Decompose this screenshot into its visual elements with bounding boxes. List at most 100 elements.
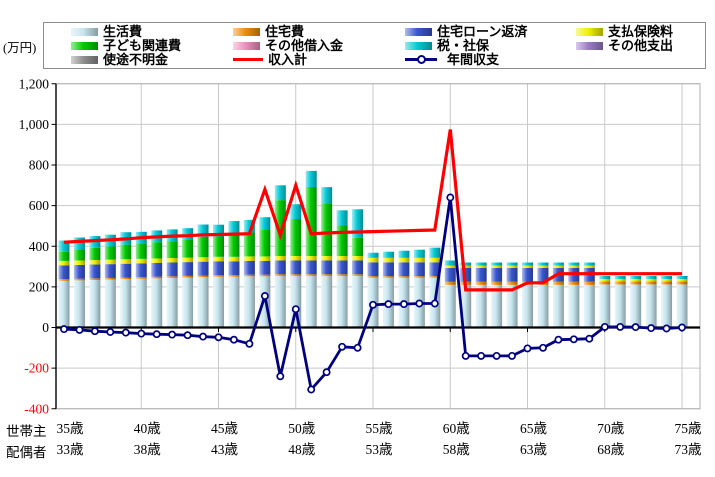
bar-segment bbox=[228, 233, 240, 257]
bar-segment bbox=[321, 256, 333, 261]
bar-segment bbox=[491, 265, 503, 268]
bar-segment bbox=[166, 277, 178, 328]
x-tick-label-spouse: 63歳 bbox=[520, 442, 548, 457]
bar-segment bbox=[336, 256, 348, 261]
balance-marker bbox=[384, 300, 393, 309]
legend-item: 税・社保 bbox=[405, 39, 489, 52]
bar-segment bbox=[599, 275, 611, 279]
bar-segment bbox=[583, 284, 595, 328]
bar-segment bbox=[367, 276, 379, 278]
bar-segment bbox=[197, 224, 209, 237]
bar-segment bbox=[568, 265, 580, 268]
bar-segment bbox=[552, 284, 564, 328]
bar-segment bbox=[305, 186, 317, 256]
x-tick-label-householder: 35歳 bbox=[57, 421, 85, 436]
bar-segment bbox=[182, 239, 194, 258]
bar-segment bbox=[274, 256, 286, 261]
x-axis-labels: 35歳 33歳 40歳 38歳 45歳 43歳 50歳 48歳 55歳 53歳 60歳 58歳 65歳 6… bbox=[57, 421, 703, 457]
bar-segment bbox=[676, 278, 688, 282]
bar-segment bbox=[259, 260, 271, 275]
bar-segment bbox=[243, 274, 255, 277]
bar-segment bbox=[506, 284, 518, 328]
legend-label: その他借入金 bbox=[265, 38, 344, 53]
bar-segment bbox=[552, 262, 564, 266]
bar-segment bbox=[243, 276, 255, 328]
legend-item: 年間収支 bbox=[405, 53, 499, 66]
bar-segment bbox=[89, 264, 101, 279]
bar-segment bbox=[73, 260, 85, 265]
bar-segment bbox=[182, 275, 194, 278]
bar-segment bbox=[552, 281, 564, 285]
legend-label: 税・社保 bbox=[437, 38, 490, 53]
x-tick-label-spouse: 53歳 bbox=[366, 442, 394, 457]
bar-segment bbox=[645, 278, 657, 282]
bar-segment bbox=[661, 284, 673, 328]
y-tick-label: -400 bbox=[24, 401, 49, 416]
bar-segment bbox=[166, 276, 178, 278]
x-tick-label-householder: 70歳 bbox=[597, 421, 625, 436]
legend-swatch bbox=[233, 27, 260, 36]
bar-segment bbox=[135, 277, 147, 279]
x-tick-label-spouse: 43歳 bbox=[211, 442, 239, 457]
x-tick-label-householder: 75歳 bbox=[675, 421, 703, 436]
balance-marker bbox=[183, 331, 192, 340]
bar-segment bbox=[213, 256, 224, 262]
bar-segment bbox=[321, 203, 333, 256]
bar-segment bbox=[661, 278, 673, 282]
bar-segment bbox=[104, 279, 116, 328]
bar-segment bbox=[135, 278, 147, 328]
bar-segment bbox=[89, 247, 101, 261]
bar-segment bbox=[135, 263, 147, 278]
bar-segment bbox=[537, 284, 549, 328]
bar-segment bbox=[475, 265, 487, 268]
y-axis-unit-label: (万円) bbox=[3, 41, 37, 55]
legend-label: 子ども関連費 bbox=[103, 38, 182, 53]
bar-segment bbox=[228, 275, 240, 277]
bar-segment bbox=[89, 279, 101, 328]
legend-label: 住宅費 bbox=[265, 24, 305, 39]
x-tick-label-spouse: 33歳 bbox=[57, 442, 85, 457]
bar-segment bbox=[274, 260, 286, 275]
bar-segment bbox=[352, 275, 364, 328]
bar-segment bbox=[352, 260, 364, 275]
bar-segment bbox=[73, 280, 85, 328]
bar-segment bbox=[274, 275, 286, 328]
balance-marker bbox=[90, 327, 99, 336]
bar-segment bbox=[213, 236, 224, 257]
bar-segment bbox=[429, 257, 441, 263]
bar-segment bbox=[120, 279, 132, 328]
bar-segment bbox=[151, 276, 163, 279]
balance-marker bbox=[353, 343, 362, 352]
legend-item: 子ども関連費 bbox=[71, 39, 181, 52]
bar-segment bbox=[166, 258, 178, 263]
bar-segment bbox=[259, 274, 271, 277]
bar-segment bbox=[228, 276, 240, 328]
bar-segment bbox=[367, 252, 379, 258]
bar-segment bbox=[274, 200, 286, 256]
bar-segment bbox=[336, 225, 348, 256]
bar-segment bbox=[506, 267, 518, 282]
legend-label: 住宅ローン返済 bbox=[437, 24, 528, 39]
x-tick-label-householder: 45歳 bbox=[211, 421, 239, 436]
balance-marker bbox=[106, 328, 115, 336]
bar-segment bbox=[58, 251, 70, 261]
balance-marker bbox=[446, 193, 455, 202]
bar-segment bbox=[382, 276, 394, 278]
bar-segment bbox=[243, 260, 255, 275]
legend-label: 年間収支 bbox=[447, 52, 500, 67]
bar-segment bbox=[135, 243, 147, 259]
y-axis-labels: 1,200 1,000 800 600 400 200 0 -200 -400 bbox=[19, 76, 50, 416]
bar-segment bbox=[506, 265, 518, 268]
y-tick-label: 800 bbox=[29, 158, 50, 173]
bar-segment bbox=[522, 265, 533, 268]
bar-segment bbox=[444, 265, 456, 268]
bar-segment bbox=[58, 279, 70, 281]
bar-segment bbox=[398, 276, 410, 278]
bar-segment bbox=[460, 265, 472, 268]
bar-segment bbox=[583, 265, 595, 268]
legend-item: 支払保険料 bbox=[576, 25, 673, 38]
bar-segment bbox=[460, 284, 472, 328]
balance-marker bbox=[523, 344, 532, 353]
x-axis-row-label-spouse: 配偶者 bbox=[6, 445, 47, 460]
bar-segment bbox=[645, 284, 657, 328]
